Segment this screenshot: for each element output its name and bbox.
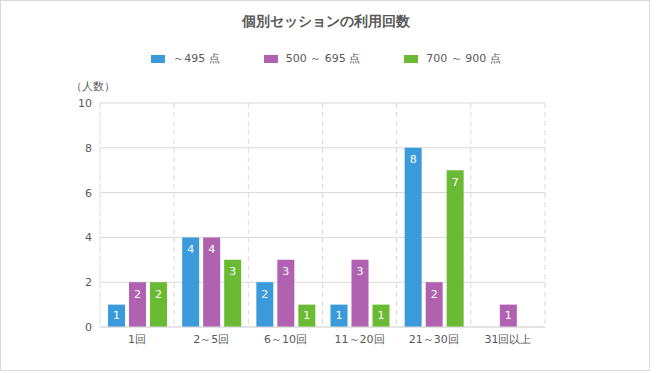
html-text:個別セッションの利用回数: 個別セッションの利用回数 — [242, 13, 410, 29]
svg-text:6～10回: 6～10回 — [264, 333, 307, 346]
html-text:500 ～ 695 点: 500 ～ 695 点 — [285, 52, 361, 65]
svg-text:4: 4 — [187, 243, 194, 256]
svg-text:31回以上: 31回以上 — [484, 333, 531, 346]
svg-text:8: 8 — [410, 153, 417, 166]
svg-text:8: 8 — [85, 142, 92, 155]
svg-text:6: 6 — [85, 187, 92, 200]
svg-text:10: 10 — [78, 97, 92, 110]
svg-text:1: 1 — [505, 309, 512, 322]
svg-text:1: 1 — [113, 309, 120, 322]
svg-text:3: 3 — [357, 265, 364, 278]
svg-text:1: 1 — [378, 309, 385, 322]
svg-text:2: 2 — [134, 288, 141, 301]
svg-text:21～30回: 21～30回 — [409, 333, 459, 346]
svg-text:1: 1 — [303, 309, 310, 322]
svg-text:3: 3 — [282, 265, 289, 278]
svg-text:2: 2 — [261, 288, 268, 301]
svg-text:1回: 1回 — [128, 333, 146, 346]
svg-text:11～20回: 11～20回 — [335, 333, 385, 346]
svg-text:2: 2 — [431, 288, 438, 301]
html-text:～495 点: ～495 点 — [173, 52, 220, 65]
svg-text:4: 4 — [208, 243, 215, 256]
svg-text:4: 4 — [85, 231, 92, 244]
svg-text:0: 0 — [85, 321, 92, 334]
html-text:（人数）: （人数） — [71, 80, 115, 93]
svg-text:7: 7 — [452, 176, 459, 189]
html-text:700 ～ 900 点: 700 ～ 900 点 — [426, 52, 501, 65]
svg-text:2～5回: 2～5回 — [193, 333, 229, 346]
svg-text:1: 1 — [336, 309, 343, 322]
svg-text:3: 3 — [229, 265, 236, 278]
svg-text:2: 2 — [155, 288, 162, 301]
svg-text:2: 2 — [85, 276, 92, 289]
